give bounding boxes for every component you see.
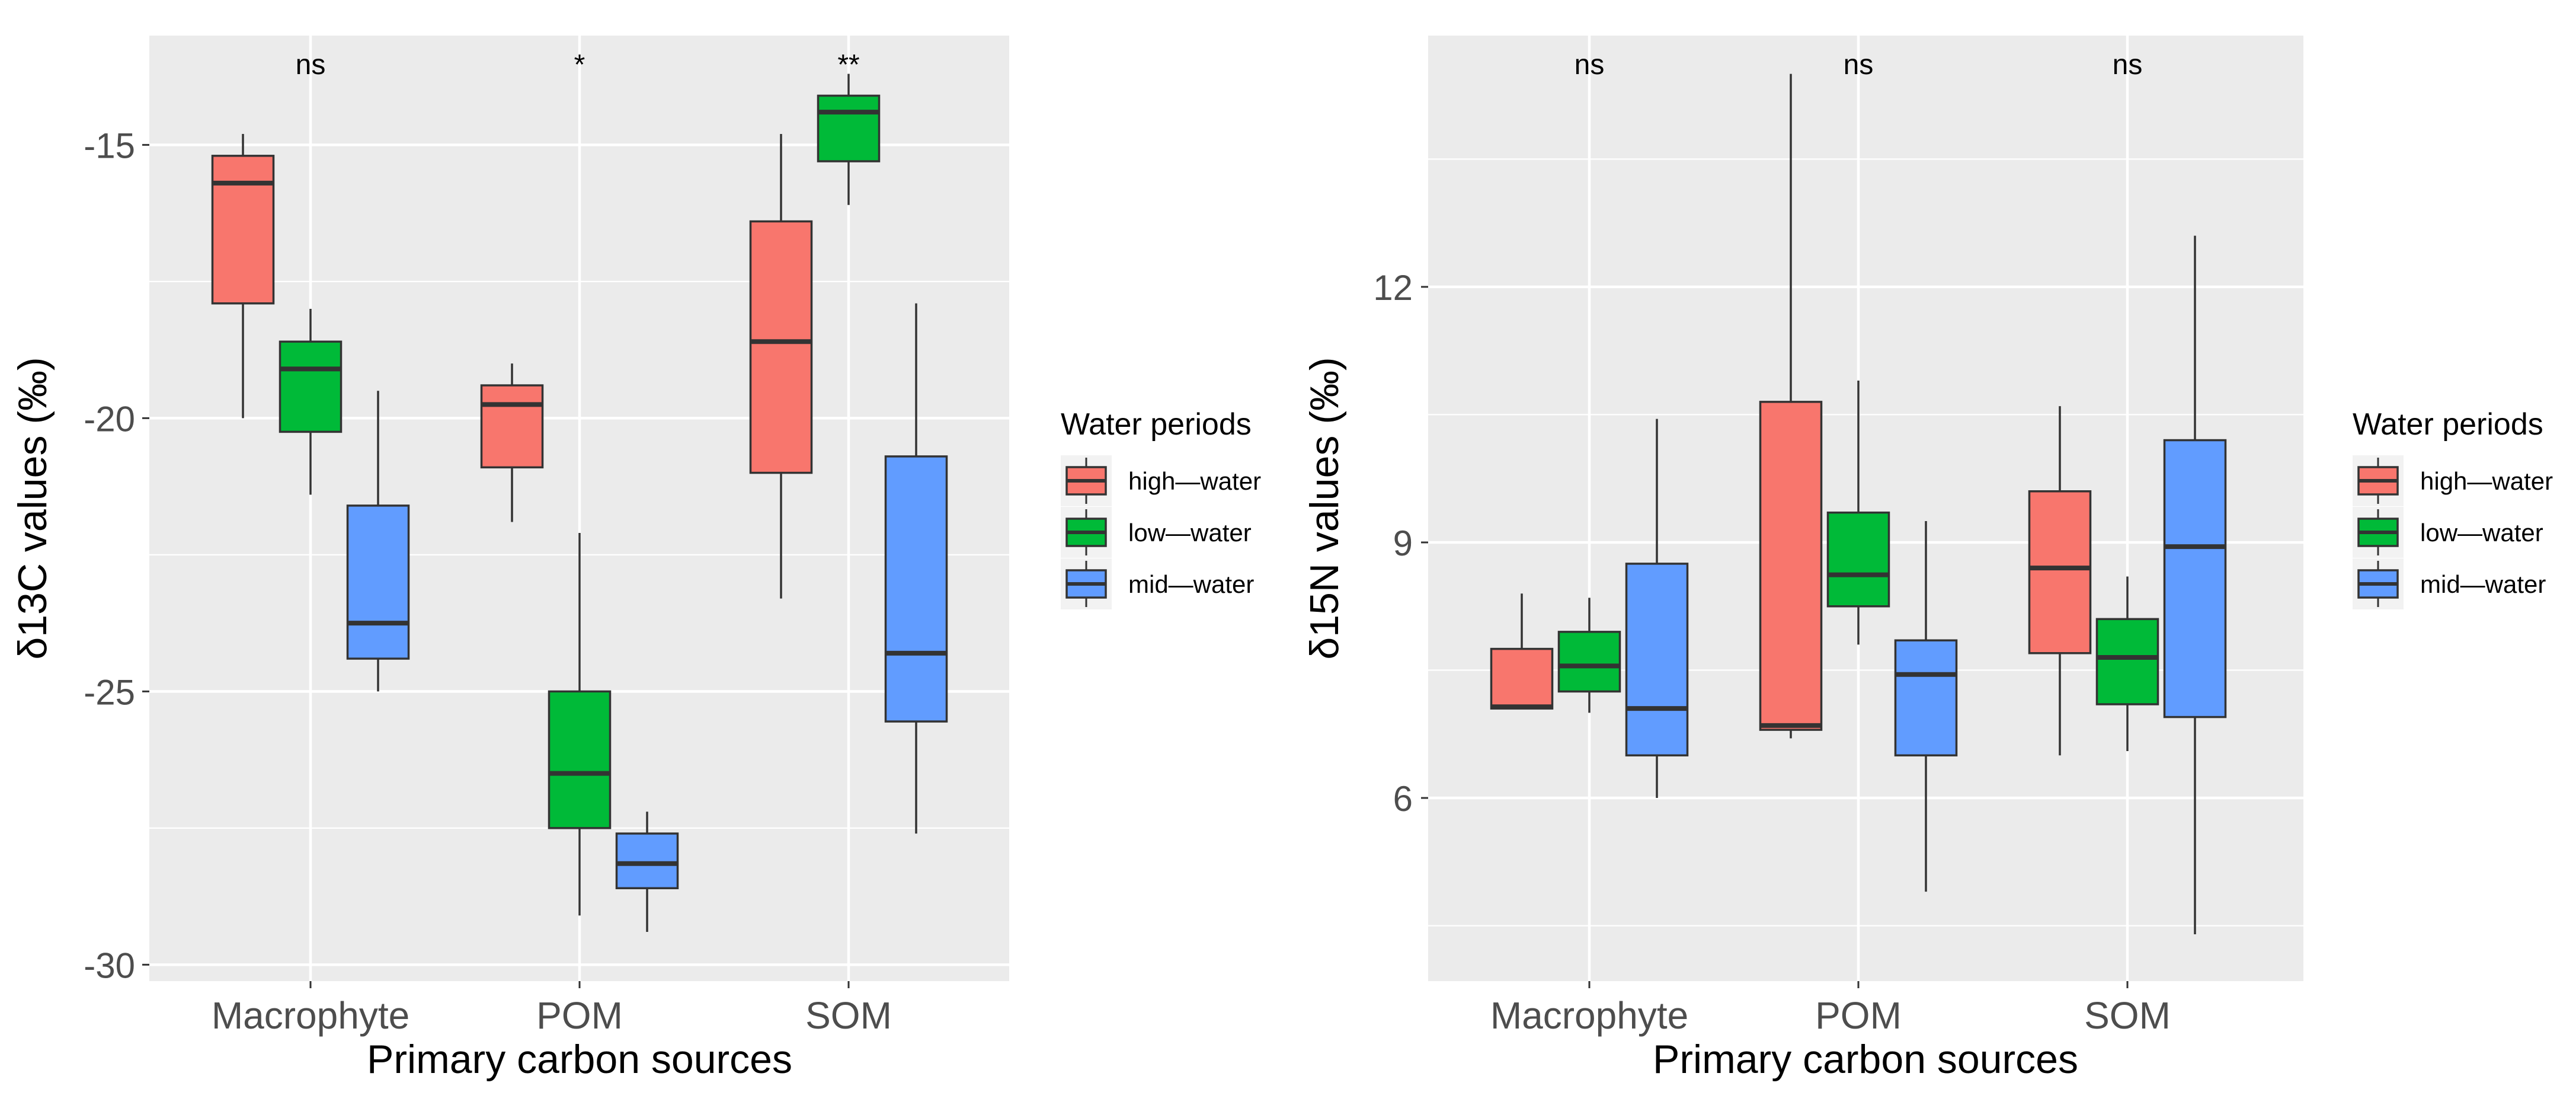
significance-label: * xyxy=(574,49,585,81)
box-mid-water-pom xyxy=(615,812,679,932)
significance-label: ns xyxy=(1844,49,1874,81)
box-body xyxy=(749,220,813,474)
legend-label: mid—water xyxy=(1128,570,1254,598)
legend-label: high—water xyxy=(1128,467,1261,495)
box-high-water-som xyxy=(2028,406,2092,756)
x-tick-label: POM xyxy=(536,994,623,1037)
box-high-water-som xyxy=(749,133,813,599)
box-body xyxy=(2095,618,2159,705)
box-body xyxy=(279,340,343,433)
box-low-water-macrophyte xyxy=(279,308,343,495)
box-high-water-macrophyte xyxy=(1490,593,1554,710)
box-body xyxy=(615,832,679,890)
box-body xyxy=(346,504,410,660)
box-body xyxy=(211,155,275,305)
box-mid-water-pom xyxy=(1894,521,1958,892)
significance-label: ns xyxy=(2113,49,2143,81)
box-body xyxy=(884,455,948,723)
panel-1: -30-25-20-15MacrophytensPOM*SOM**Primary… xyxy=(10,36,1261,1082)
box-body xyxy=(2028,490,2092,654)
legend-label: mid—water xyxy=(2420,570,2546,598)
box-low-water-som xyxy=(817,74,881,205)
box-body xyxy=(548,690,612,829)
legend: Water periods high—water low—water mid—wate… xyxy=(1061,407,1261,609)
box-body xyxy=(1759,401,1823,731)
x-axis-title: Primary carbon sources xyxy=(367,1037,792,1082)
box-mid-water-macrophyte xyxy=(346,391,410,692)
y-tick-label: 12 xyxy=(1373,268,1413,308)
box-high-water-macrophyte xyxy=(211,133,275,419)
legend-title: Water periods xyxy=(1061,407,1252,442)
y-tick-label: -30 xyxy=(84,946,135,985)
box-body xyxy=(1894,639,1958,756)
box-body xyxy=(1490,647,1554,710)
y-tick-label: 9 xyxy=(1393,523,1413,563)
x-axis-title: Primary carbon sources xyxy=(1653,1037,2078,1082)
x-tick-label: POM xyxy=(1815,994,1902,1037)
box-high-water-pom xyxy=(1759,74,1823,739)
legend: Water periods high—water low—water mid—wate… xyxy=(2353,407,2553,609)
box-low-water-pom xyxy=(548,532,612,916)
box-body xyxy=(1826,511,1890,608)
significance-label: ns xyxy=(296,49,326,81)
legend-title: Water periods xyxy=(2353,407,2543,442)
legend-label: low—water xyxy=(1128,519,1252,547)
box-low-water-macrophyte xyxy=(1557,598,1621,713)
box-low-water-pom xyxy=(1826,380,1890,645)
x-tick-label: SOM xyxy=(805,994,892,1037)
y-tick-label: -25 xyxy=(84,672,135,712)
box-body xyxy=(817,94,881,162)
box-body xyxy=(480,384,544,469)
box-mid-water-som xyxy=(884,303,948,834)
y-tick-label: -15 xyxy=(84,126,135,165)
legend-label: high—water xyxy=(2420,467,2553,495)
x-tick-label: Macrophyte xyxy=(1490,994,1688,1037)
box-body xyxy=(1625,563,1689,756)
box-low-water-som xyxy=(2095,576,2159,752)
y-axis-title: δ15N values (‰) xyxy=(1302,357,1347,659)
y-tick-label: -20 xyxy=(84,399,135,439)
box-mid-water-som xyxy=(2163,235,2227,934)
x-tick-label: Macrophyte xyxy=(212,994,409,1037)
box-body xyxy=(1557,631,1621,693)
x-tick-label: SOM xyxy=(2084,994,2171,1037)
box-body xyxy=(2163,439,2227,718)
y-tick-label: 6 xyxy=(1393,779,1413,819)
box-high-water-pom xyxy=(480,363,544,522)
y-axis-title: δ13C values (‰) xyxy=(10,357,55,659)
box-mid-water-macrophyte xyxy=(1625,419,1689,799)
plot-background xyxy=(1428,36,2303,981)
panel-2: 6 9 12 Macrophyte ns POM ns SOM ns Primary carbon… xyxy=(1302,36,2553,1082)
legend-label: low—water xyxy=(2420,519,2543,547)
significance-label: ns xyxy=(1575,49,1605,81)
